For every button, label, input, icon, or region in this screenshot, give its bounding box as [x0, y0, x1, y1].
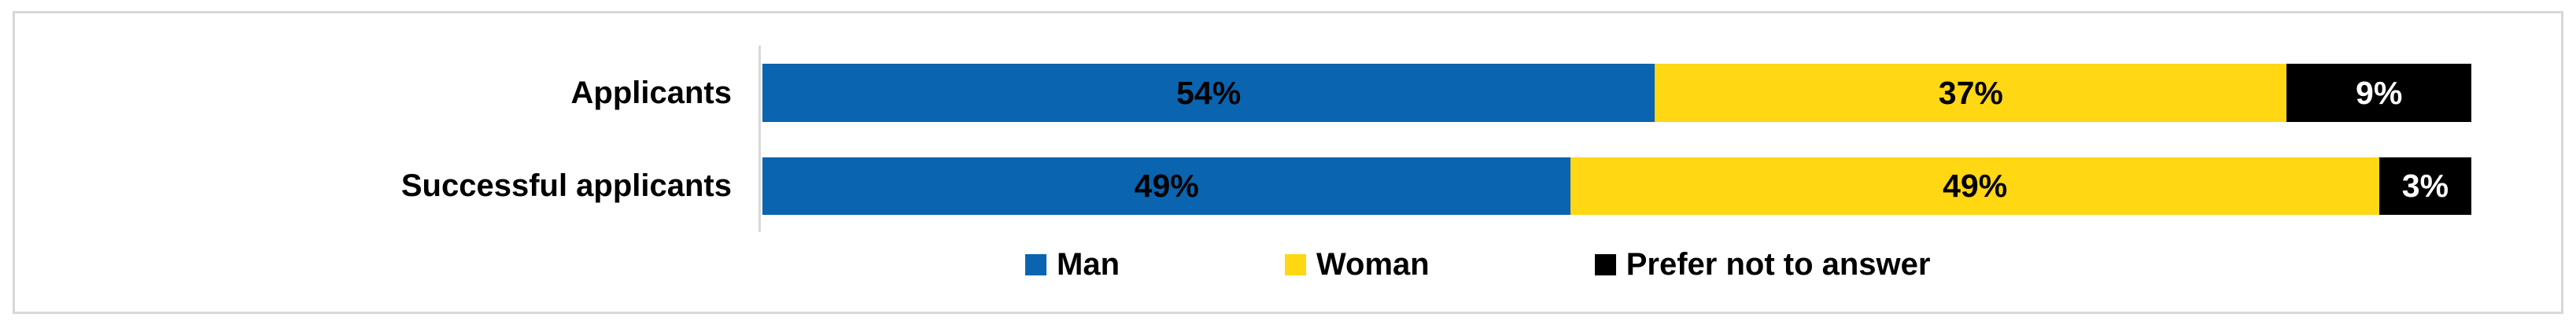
bar-applicants: 54% 37% 9% — [762, 64, 2471, 122]
category-label-applicants: Applicants — [570, 75, 732, 110]
category-axis-line — [758, 46, 761, 232]
bar-segment-successful-woman: 49% — [1570, 157, 2379, 215]
bar-segment-successful-prefer-not-to-answer: 3% — [2379, 157, 2471, 215]
legend-item-prefer-not-to-answer: Prefer not to answer — [1594, 246, 1931, 283]
value-label-successful-man: 49% — [1134, 168, 1199, 204]
bar-segment-applicants-woman: 37% — [1655, 64, 2287, 122]
category-label-successful-applicants: Successful applicants — [400, 168, 732, 203]
legend-label-prefer-not-to-answer: Prefer not to answer — [1626, 246, 1931, 282]
bar-segment-applicants-man: 54% — [762, 64, 1655, 122]
legend-item-man: Man — [1025, 247, 1120, 283]
legend: Man Woman Prefer not to answer — [1025, 246, 1931, 283]
bar-segment-applicants-prefer-not-to-answer: 9% — [2286, 64, 2471, 122]
bar-segment-successful-man: 49% — [762, 157, 1571, 215]
legend-swatch-woman-icon — [1285, 253, 1306, 275]
bar-successful-applicants: 49% 49% 3% — [762, 157, 2471, 215]
legend-item-woman: Woman — [1285, 247, 1430, 283]
value-label-applicants-prefer-not-to-answer: 9% — [2356, 74, 2403, 111]
legend-swatch-man-icon — [1025, 253, 1046, 275]
value-label-successful-prefer-not-to-answer: 3% — [2401, 168, 2449, 204]
legend-swatch-prefer-not-to-answer-icon — [1594, 253, 1616, 275]
value-label-applicants-man: 54% — [1176, 74, 1242, 111]
value-label-applicants-woman: 37% — [1938, 74, 2003, 111]
legend-label-woman: Woman — [1316, 246, 1430, 282]
value-label-successful-woman: 49% — [1943, 168, 2008, 204]
legend-label-man: Man — [1057, 246, 1120, 282]
chart-panel-border — [13, 11, 2563, 314]
